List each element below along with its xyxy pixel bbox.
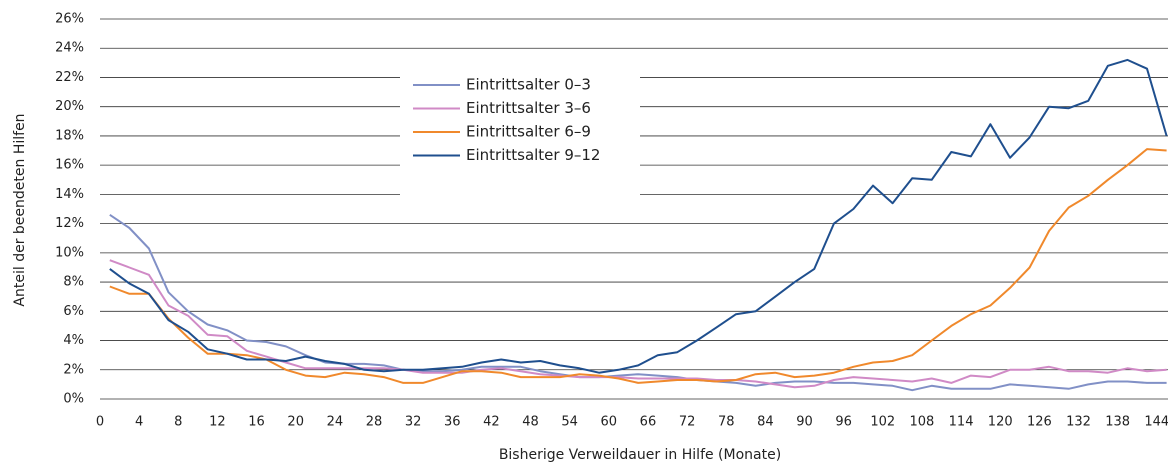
y-tick-label: 26%: [55, 12, 84, 27]
y-tick-label: 16%: [55, 158, 84, 173]
x-tick-label: 12: [209, 415, 226, 430]
x-tick-label: 42: [483, 415, 500, 430]
x-axis-label: Bisherige Verweildauer in Hilfe (Monate): [499, 447, 781, 463]
x-tick-label: 126: [1027, 415, 1052, 430]
y-tick-label: 12%: [55, 216, 84, 231]
y-tick-label: 8%: [63, 275, 84, 290]
x-tick-label: 144: [1144, 415, 1168, 430]
y-tick-label: 20%: [55, 99, 84, 114]
y-tick-label: 22%: [55, 70, 84, 85]
x-tick-label: 16: [248, 415, 265, 430]
legend-label: Eintrittsalter 3–6: [466, 99, 591, 117]
y-tick-label: 14%: [55, 187, 84, 202]
legend-label: Eintrittsalter 0–3: [466, 76, 591, 94]
y-axis-label: Anteil der beendeten Hilfen: [12, 113, 28, 306]
x-tick-label: 132: [1066, 415, 1091, 430]
x-tick-label: 108: [910, 415, 935, 430]
x-tick-label: 24: [327, 415, 344, 430]
x-tick-label: 138: [1105, 415, 1130, 430]
x-tick-label: 120: [988, 415, 1013, 430]
y-tick-label: 18%: [55, 128, 84, 143]
x-tick-label: 102: [870, 415, 895, 430]
y-tick-label: 10%: [55, 245, 84, 260]
x-tick-label: 28: [366, 415, 383, 430]
x-tick-label: 8: [174, 415, 182, 430]
series-line: [109, 213, 1167, 392]
y-tick-label: 2%: [63, 362, 84, 377]
x-tick-label: 96: [835, 415, 852, 430]
x-tick-label: 78: [718, 415, 735, 430]
y-tick-label: 0%: [63, 392, 84, 407]
x-tick-label: 90: [796, 415, 813, 430]
x-tick-label: 114: [949, 415, 974, 430]
x-tick-label: 20: [287, 415, 304, 430]
y-tick-label: 6%: [63, 304, 84, 319]
legend-label: Eintrittsalter 9–12: [466, 146, 600, 164]
x-tick-label: 4: [135, 415, 143, 430]
x-tick-label: 32: [405, 415, 422, 430]
y-tick-label: 24%: [55, 41, 84, 56]
y-tick-label: 4%: [63, 333, 84, 348]
legend-label: Eintrittsalter 6–9: [466, 123, 591, 141]
x-tick-label: 54: [561, 415, 578, 430]
legend: Eintrittsalter 0–3 Eintrittsalter 3–6 Eint…: [400, 66, 640, 196]
series-line: [109, 58, 1168, 374]
x-tick-label: 66: [640, 415, 657, 430]
x-tick-label: 72: [679, 415, 696, 430]
series-line: [109, 148, 1167, 384]
x-tick-label: 84: [757, 415, 774, 430]
series-line: [109, 259, 1167, 389]
x-tick-label: 60: [601, 415, 618, 430]
x-tick-label: 36: [444, 415, 461, 430]
x-tick-label: 0: [96, 415, 104, 430]
x-tick-label: 48: [522, 415, 539, 430]
